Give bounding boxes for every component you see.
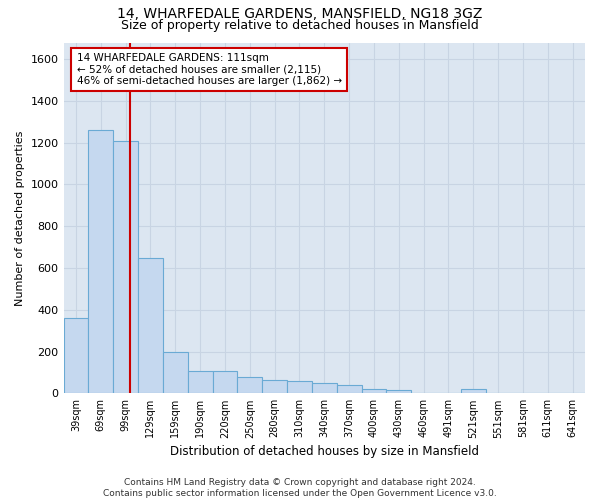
Bar [188, 372, 212, 394]
Bar [88, 130, 113, 394]
Bar [312, 384, 337, 394]
Bar [362, 389, 386, 394]
Bar [64, 318, 88, 394]
Text: Size of property relative to detached houses in Mansfield: Size of property relative to detached ho… [121, 18, 479, 32]
Bar [337, 386, 362, 394]
Bar [262, 380, 287, 394]
Bar [212, 372, 238, 394]
Bar [138, 258, 163, 394]
Text: 14, WHARFEDALE GARDENS, MANSFIELD, NG18 3GZ: 14, WHARFEDALE GARDENS, MANSFIELD, NG18 … [118, 8, 482, 22]
Y-axis label: Number of detached properties: Number of detached properties [15, 130, 25, 306]
Bar [287, 381, 312, 394]
Text: 14 WHARFEDALE GARDENS: 111sqm
← 52% of detached houses are smaller (2,115)
46% o: 14 WHARFEDALE GARDENS: 111sqm ← 52% of d… [77, 53, 342, 86]
Bar [113, 140, 138, 394]
Bar [238, 376, 262, 394]
Bar [386, 390, 411, 394]
Bar [461, 389, 485, 394]
Bar [163, 352, 188, 394]
X-axis label: Distribution of detached houses by size in Mansfield: Distribution of detached houses by size … [170, 444, 479, 458]
Text: Contains HM Land Registry data © Crown copyright and database right 2024.
Contai: Contains HM Land Registry data © Crown c… [103, 478, 497, 498]
